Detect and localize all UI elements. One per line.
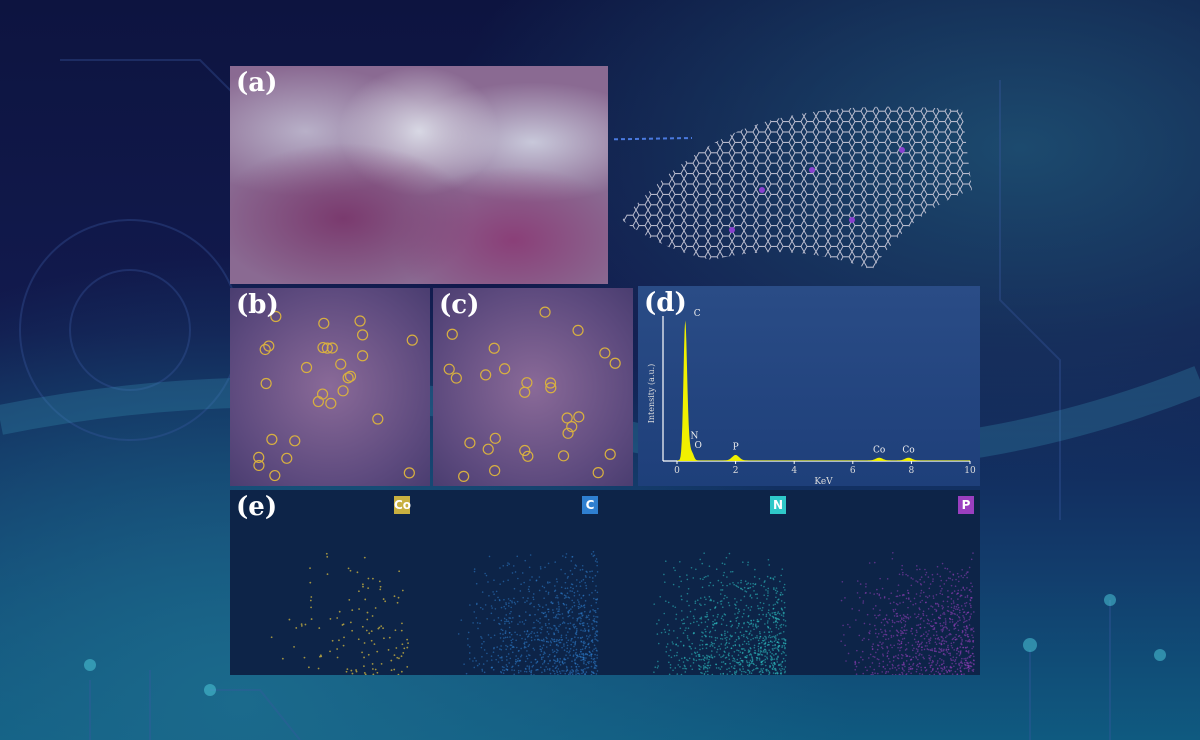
nanoparticle-marker bbox=[335, 358, 347, 370]
nanoparticle-marker bbox=[489, 432, 501, 444]
spectrum-series bbox=[677, 320, 970, 461]
eds-spectrum-chart: 0 2 4 6 8 10 KeV Intensity (a.u.) C NO P Co Co bbox=[647, 309, 976, 486]
nanoparticle-marker bbox=[544, 377, 557, 389]
nanoparticle-marker bbox=[317, 341, 329, 354]
element-tag: Co bbox=[394, 496, 412, 514]
nanoparticle-marker bbox=[356, 350, 369, 362]
sem-image-panel-a: (a) bbox=[230, 66, 608, 284]
nanoparticle-marker bbox=[573, 411, 585, 423]
element-map-p: P bbox=[794, 490, 980, 675]
peak-label: Co bbox=[902, 445, 914, 455]
nanoparticle-marker bbox=[464, 437, 476, 449]
x-tick-label: 6 bbox=[850, 466, 856, 476]
nanoparticle-marker bbox=[488, 342, 500, 354]
nanoparticle-marker bbox=[260, 377, 272, 390]
nanoparticle-marker bbox=[499, 363, 511, 375]
nanoparticle-marker bbox=[450, 372, 462, 384]
nanoparticle-marker bbox=[599, 347, 611, 359]
nanoparticle-marker bbox=[566, 421, 578, 433]
nanoparticle-marker bbox=[337, 385, 349, 397]
nanoparticle-marker bbox=[562, 427, 574, 439]
nanoparticle-marker bbox=[403, 467, 415, 479]
nanoparticle-marker bbox=[539, 306, 551, 318]
nanoparticle-marker bbox=[406, 334, 418, 346]
x-tick-label: 10 bbox=[964, 466, 976, 476]
nanoparticle-marker bbox=[253, 459, 265, 472]
nanoparticle-marker bbox=[321, 342, 333, 354]
x-tick-label: 0 bbox=[674, 466, 680, 476]
peak-label: Co bbox=[873, 445, 885, 455]
nanoparticle-marker bbox=[325, 397, 337, 409]
nanoparticle-marker bbox=[522, 450, 534, 462]
nanoparticle-marker bbox=[253, 451, 265, 464]
nanoparticle-marker bbox=[572, 324, 584, 337]
graphene-structure-model bbox=[612, 106, 972, 271]
nanoparticle-marker bbox=[326, 342, 338, 354]
x-tick-label: 4 bbox=[791, 466, 797, 476]
peak-label: N bbox=[690, 432, 698, 442]
nanoparticle-marker bbox=[480, 369, 492, 381]
nanoparticle-marker bbox=[300, 361, 313, 374]
nanoparticle-marker bbox=[458, 470, 470, 482]
eds-spectrum-panel-d: 0 2 4 6 8 10 KeV Intensity (a.u.) C N O P Co Co (d) bbox=[638, 286, 980, 486]
nanoparticle-marker bbox=[316, 388, 329, 400]
nanoparticle-marker bbox=[281, 452, 293, 464]
nanoparticle-marker bbox=[519, 386, 531, 398]
element-tag: C bbox=[582, 496, 598, 514]
x-tick-label: 2 bbox=[733, 466, 739, 476]
element-tag: P bbox=[958, 496, 974, 514]
nanoparticle-marker bbox=[372, 413, 384, 425]
nanoparticle-marker bbox=[263, 340, 275, 352]
nanoparticle-marker bbox=[344, 370, 357, 382]
y-axis-label: Intensity (a.u.) bbox=[647, 364, 656, 424]
nanoparticle-marker bbox=[592, 467, 604, 479]
nanoparticle-marker bbox=[312, 395, 324, 408]
nanoparticle-marker bbox=[289, 435, 301, 447]
nanoparticle-marker bbox=[557, 450, 570, 462]
x-axis-label: KeV bbox=[814, 477, 833, 486]
panel-label-c: (c) bbox=[439, 290, 480, 320]
nanoparticle-marker bbox=[545, 382, 557, 394]
panel-label-b: (b) bbox=[236, 290, 279, 320]
nanoparticle-marker bbox=[604, 448, 616, 460]
nanoparticle-marker bbox=[482, 443, 494, 455]
nanoparticle-marker bbox=[259, 343, 271, 356]
element-tag: N bbox=[770, 496, 786, 514]
nanoparticle-marker bbox=[519, 444, 531, 457]
nanoparticle-marker bbox=[446, 328, 458, 340]
nanoparticle-marker bbox=[318, 317, 330, 329]
tem-image-panel-c: (c) bbox=[433, 288, 633, 486]
panel-label-a: (a) bbox=[236, 68, 278, 98]
nanoparticle-marker bbox=[354, 315, 366, 327]
nanoparticle-marker bbox=[489, 464, 501, 477]
nanoparticle-marker bbox=[609, 357, 621, 369]
nanoparticle-marker bbox=[342, 372, 354, 384]
element-map-c: C bbox=[418, 490, 604, 675]
nanoparticle-marker bbox=[443, 363, 455, 375]
nanoparticle-marker bbox=[270, 310, 282, 323]
x-tick-label: 8 bbox=[909, 466, 915, 476]
elemental-mapping-panel-e: Co C N P (e) bbox=[230, 490, 980, 675]
element-map-n: N bbox=[606, 490, 792, 675]
peak-label: P bbox=[733, 443, 739, 453]
nanoparticle-marker bbox=[561, 412, 573, 424]
peak-label: C bbox=[694, 309, 701, 319]
nanoparticle-marker bbox=[266, 433, 278, 445]
element-map-co: Co bbox=[230, 490, 416, 675]
panel-label-d: (d) bbox=[644, 288, 687, 318]
panel-label-e: (e) bbox=[236, 492, 278, 522]
nanoparticle-marker bbox=[269, 469, 281, 482]
nanoparticle-marker bbox=[356, 329, 369, 341]
peak-label: O bbox=[695, 441, 702, 451]
tem-image-panel-b: (b) bbox=[230, 288, 430, 486]
nanoparticle-marker bbox=[521, 377, 533, 389]
